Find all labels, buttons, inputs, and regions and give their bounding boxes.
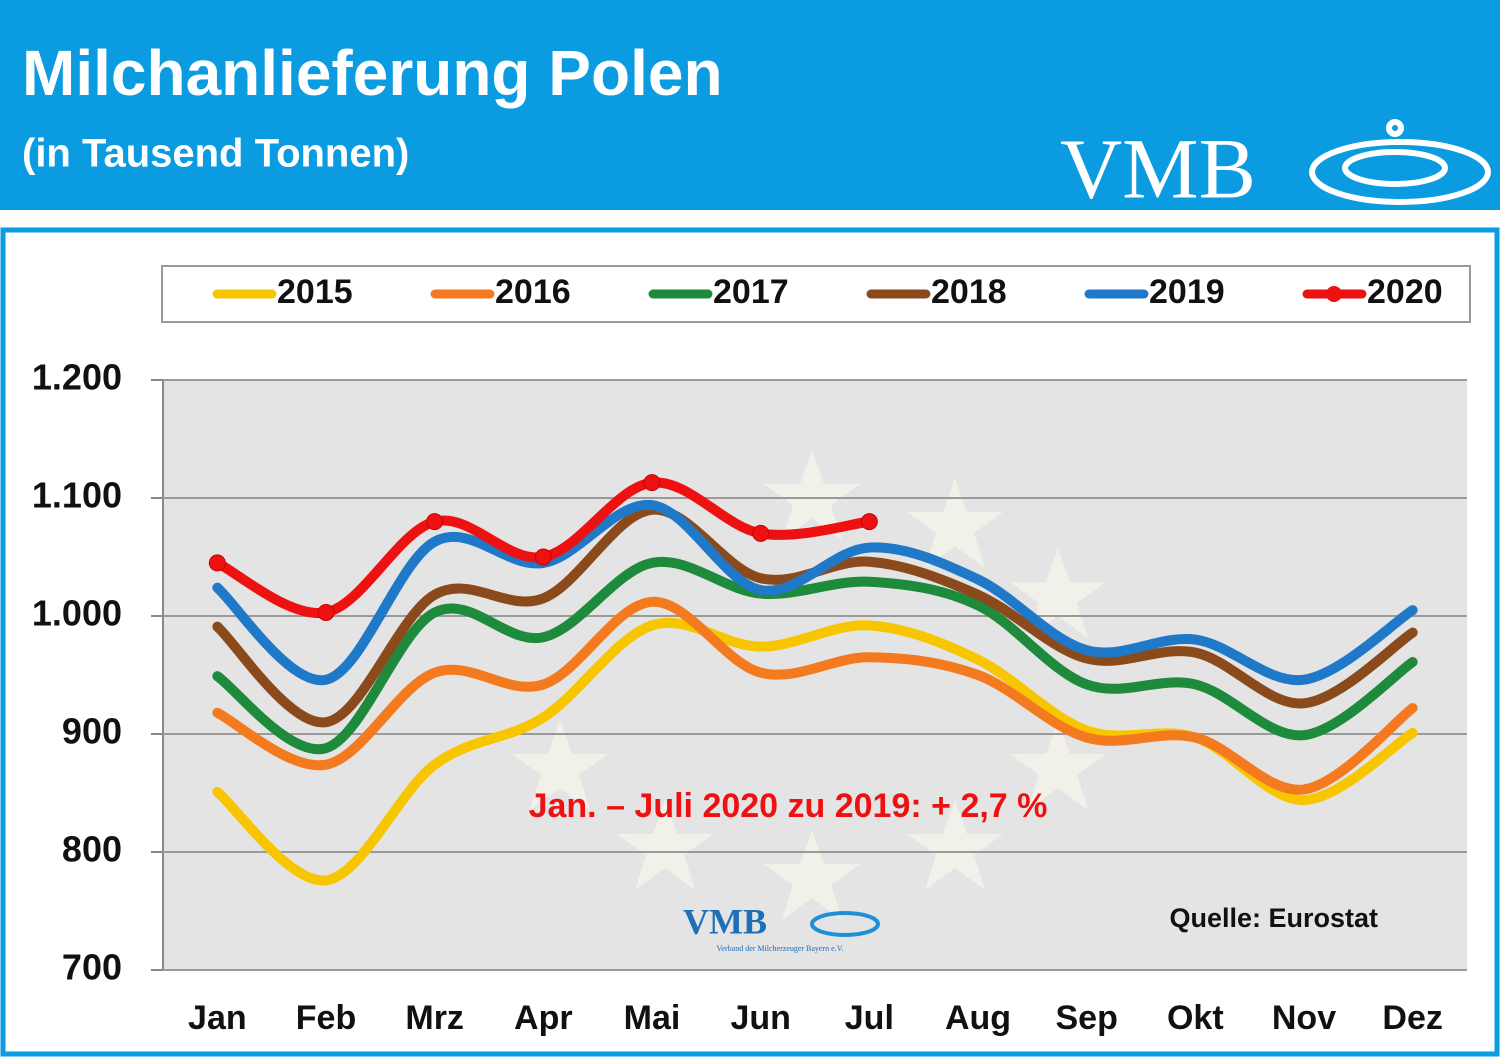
series-line	[212, 556, 1418, 755]
x-tick-label: Mrz	[405, 999, 464, 1037]
legend-box	[161, 265, 1471, 323]
y-tick-label: 1.000	[32, 593, 122, 634]
watermark-swirl	[810, 911, 880, 937]
chart-title: Milchanlieferung Polen	[22, 37, 723, 109]
legend-label: 2015	[277, 273, 353, 311]
x-tick-label: Jan	[188, 999, 247, 1037]
legend-label: 2018	[931, 273, 1007, 311]
series-line	[212, 596, 1418, 795]
logo: VMB	[1060, 121, 1256, 217]
legend-label: 2020	[1367, 273, 1443, 311]
star-decoration	[512, 450, 1106, 920]
series-line	[212, 504, 1418, 728]
x-tick-label: Mai	[624, 999, 681, 1037]
annotation: Jan. – Juli 2020 zu 2019: + 2,7 %	[529, 787, 1048, 825]
x-tick-label: Okt	[1167, 999, 1224, 1037]
legend-marker	[1326, 286, 1342, 302]
source: Quelle: Eurostat	[1169, 903, 1378, 933]
x-tick-label: Sep	[1055, 999, 1117, 1037]
x-tick-label: Apr	[514, 999, 573, 1037]
x-tick-label: Aug	[945, 999, 1011, 1037]
chart-subtitle: (in Tausend Tonnen)	[22, 132, 409, 176]
y-tick-label: 900	[62, 711, 122, 752]
data-point	[860, 513, 878, 531]
series-line	[212, 500, 1418, 686]
x-tick-label: Feb	[296, 999, 356, 1037]
header	[0, 0, 1500, 210]
data-point	[317, 603, 335, 621]
data-point	[643, 474, 661, 492]
watermark-subtitle: Verband der Milcherzeuger Bayern e.V.	[717, 944, 844, 953]
data-point	[208, 554, 226, 572]
data-point	[752, 524, 770, 542]
x-tick-label: Dez	[1382, 999, 1442, 1037]
y-tick-label: 1.200	[32, 357, 122, 398]
data-point	[426, 513, 444, 531]
x-tick-label: Nov	[1272, 999, 1336, 1037]
logo-swirl	[1309, 119, 1491, 205]
y-tick-label: 700	[62, 947, 122, 988]
watermark: VMB	[683, 901, 767, 941]
x-tick-label: Jul	[845, 999, 894, 1037]
data-point	[534, 548, 552, 566]
legend-label: 2017	[713, 273, 789, 311]
x-tick-label: Jun	[730, 999, 790, 1037]
y-tick-label: 1.100	[32, 475, 122, 516]
legend-label: 2019	[1149, 273, 1225, 311]
y-tick-label: 800	[62, 829, 122, 870]
legend-label: 2016	[495, 273, 571, 311]
